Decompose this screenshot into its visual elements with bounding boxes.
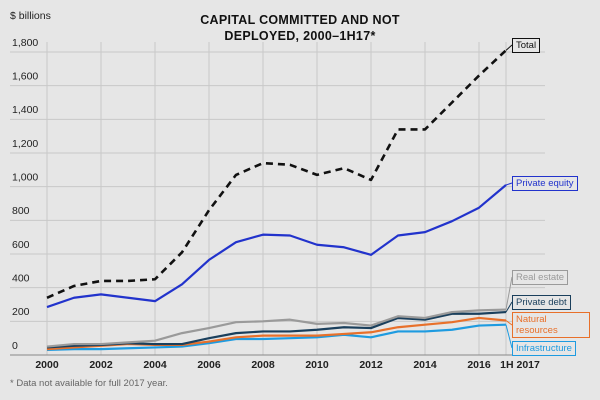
legend-label: Natural resources (512, 312, 590, 338)
label-connector (505, 320, 513, 326)
label-connector (505, 276, 513, 310)
y-tick-label: 800 (12, 205, 30, 217)
y-tick-label: 0 (12, 340, 18, 352)
label-connector (505, 182, 513, 186)
label-connector (505, 324, 513, 349)
x-tick-label: 2016 (467, 359, 491, 371)
series-line (46, 49, 507, 299)
legend-label: Private debt (512, 294, 571, 310)
series-line (46, 323, 507, 352)
chart-title: CAPITAL COMMITTED AND NOT DEPLOYED, 2000… (200, 13, 400, 43)
legend-label: Total (512, 37, 541, 53)
x-tick-label: 2010 (305, 359, 329, 371)
x-tick-label: 1H 2017 (500, 359, 540, 371)
legend-label: Real estate (512, 269, 569, 285)
y-tick-label: 400 (12, 272, 30, 284)
series-line (46, 184, 507, 309)
x-tick-label: 2014 (413, 359, 437, 371)
y-axis-label: $ billions (10, 10, 51, 22)
footnote: * Data not available for full 2017 year. (10, 378, 168, 389)
y-tick-label: 1,400 (12, 104, 38, 116)
x-tick-label: 2008 (251, 359, 275, 371)
y-tick-label: 1,600 (12, 70, 38, 82)
y-tick-label: 1,000 (12, 171, 38, 183)
y-tick-label: 1,200 (12, 138, 38, 150)
x-tick-label: 2012 (359, 359, 383, 371)
y-tick-label: 200 (12, 306, 30, 318)
label-connector (505, 301, 513, 313)
y-tick-label: 1,800 (12, 37, 38, 49)
x-tick-label: 2004 (143, 359, 167, 371)
legend-label: Infrastructure (512, 340, 576, 356)
legend-label: Private equity (512, 175, 578, 191)
series-line (46, 308, 507, 348)
x-tick-label: 2000 (35, 359, 59, 371)
y-tick-label: 600 (12, 239, 30, 251)
x-tick-label: 2002 (89, 359, 113, 371)
x-tick-label: 2006 (197, 359, 221, 371)
label-connector (505, 44, 513, 51)
